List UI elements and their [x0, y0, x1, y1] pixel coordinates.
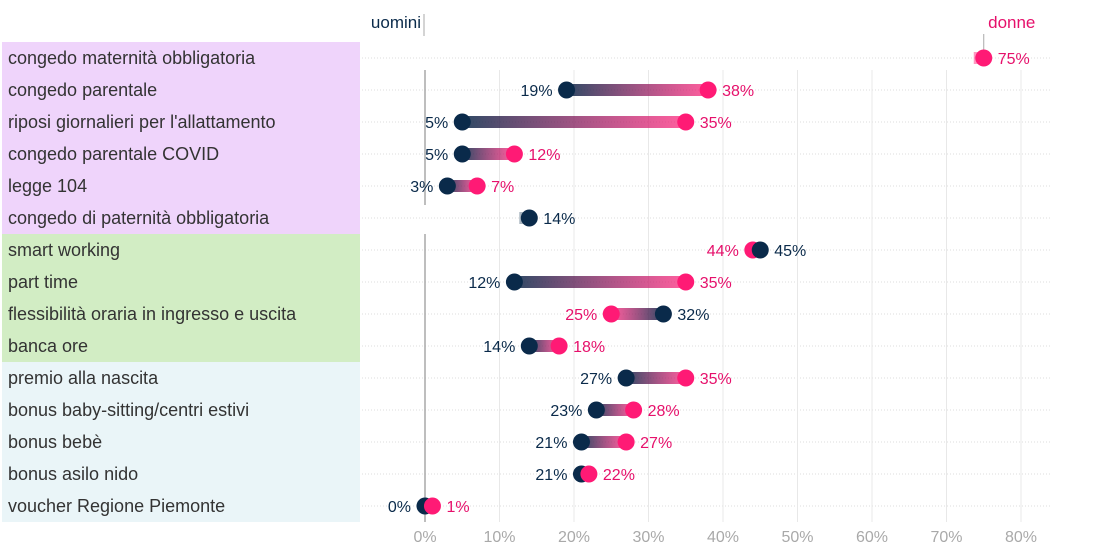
- legend-men-label: uomini: [371, 13, 421, 32]
- connector-bar: [462, 116, 686, 128]
- men-point: [654, 305, 672, 323]
- men-point: [587, 401, 605, 419]
- men-point: [558, 81, 576, 99]
- men-point: [572, 433, 590, 451]
- row-label: congedo parentale COVID: [8, 144, 219, 164]
- men-value-label: 3%: [410, 179, 433, 196]
- row-label: legge 104: [8, 176, 87, 196]
- x-tick-label: 10%: [483, 529, 515, 546]
- men-value-label: 5%: [425, 147, 448, 164]
- row-label: flessibilità oraria in ingresso e uscita: [8, 304, 297, 324]
- men-value-label: 23%: [550, 403, 582, 420]
- row-label: banca ore: [8, 336, 88, 356]
- women-point: [699, 81, 717, 99]
- connector-bar: [596, 404, 634, 416]
- men-point: [453, 113, 471, 131]
- women-value-label: 35%: [700, 371, 732, 388]
- women-value-label: 27%: [640, 435, 672, 452]
- row-label: congedo parentale: [8, 80, 157, 100]
- x-tick-label: 40%: [707, 529, 739, 546]
- row-label: riposi giornalieri per l'allattamento: [8, 112, 276, 132]
- group-band-flexibility: [2, 234, 360, 362]
- men-value-label: 27%: [580, 371, 612, 388]
- x-tick-label: 60%: [856, 529, 888, 546]
- women-value-label: 35%: [700, 115, 732, 132]
- row-labels: congedo maternità obbligatoria congedo pa…: [8, 48, 297, 516]
- women-point: [617, 433, 635, 451]
- men-value-label: 14%: [543, 211, 575, 228]
- women-point: [505, 145, 523, 163]
- women-point: [423, 497, 441, 515]
- group-band-bonus: [2, 362, 360, 522]
- connector-bar: [566, 84, 709, 96]
- x-tick-label: 0%: [413, 529, 436, 546]
- men-value-label: 12%: [468, 275, 500, 292]
- women-point: [550, 337, 568, 355]
- women-value-label: 44%: [707, 243, 739, 260]
- women-value-label: 28%: [648, 403, 680, 420]
- x-tick-label: 30%: [632, 529, 664, 546]
- men-point: [438, 177, 456, 195]
- group-backgrounds: [2, 42, 360, 522]
- men-value-label: 5%: [425, 115, 448, 132]
- row-label: bonus baby-sitting/centri estivi: [8, 400, 249, 420]
- x-tick-label: 80%: [1005, 529, 1037, 546]
- men-value-label: 21%: [535, 435, 567, 452]
- women-point: [677, 113, 695, 131]
- women-point: [677, 273, 695, 291]
- men-point: [520, 337, 538, 355]
- x-tick-label: 70%: [930, 529, 962, 546]
- men-point: [751, 241, 769, 259]
- women-value-label: 38%: [722, 83, 754, 100]
- connector-bar: [462, 148, 515, 160]
- women-point: [602, 305, 620, 323]
- men-point: [520, 209, 538, 227]
- women-point: [677, 369, 695, 387]
- connector-bar: [626, 372, 686, 384]
- women-value-label: 12%: [528, 147, 560, 164]
- row-label: smart working: [8, 240, 120, 260]
- women-value-label: 7%: [491, 179, 514, 196]
- row-label: part time: [8, 272, 78, 292]
- connector-bar: [514, 276, 686, 288]
- row-label: congedo di paternità obbligatoria: [8, 208, 270, 228]
- row-label: congedo maternità obbligatoria: [8, 48, 256, 68]
- men-value-label: 45%: [774, 243, 806, 260]
- women-value-label: 22%: [603, 467, 635, 484]
- women-value-label: 35%: [700, 275, 732, 292]
- men-point: [453, 145, 471, 163]
- row-label: voucher Regione Piemonte: [8, 496, 225, 516]
- women-point: [580, 465, 598, 483]
- x-axis-ticks: 0% 10% 20% 30% 40% 50% 60% 70% 80%: [413, 529, 1037, 546]
- men-point: [617, 369, 635, 387]
- women-value-label: 25%: [565, 307, 597, 324]
- row-label: bonus asilo nido: [8, 464, 138, 484]
- connector-bar: [611, 308, 664, 320]
- women-point: [468, 177, 486, 195]
- women-value-label: 75%: [998, 51, 1030, 68]
- row-label: bonus bebè: [8, 432, 102, 452]
- men-point: [505, 273, 523, 291]
- women-point: [625, 401, 643, 419]
- women-value-label: 18%: [573, 339, 605, 356]
- group-band-maternity: [2, 42, 360, 234]
- connector-bar: [581, 436, 627, 448]
- legend-headers: uomini donne: [371, 13, 1035, 50]
- women-point: [975, 49, 993, 67]
- men-value-label: 32%: [677, 307, 709, 324]
- women-value-label: 1%: [446, 499, 469, 516]
- legend-women-label: donne: [988, 13, 1035, 32]
- dumbbell-marks: 75% 19% 38% 5% 35% 5% 12% 3% 7% 14% 45% 44% 12% 35% 32…: [388, 49, 1030, 516]
- men-value-label: 21%: [535, 467, 567, 484]
- men-value-label: 0%: [388, 499, 411, 516]
- x-tick-label: 20%: [558, 529, 590, 546]
- x-tick-label: 50%: [781, 529, 813, 546]
- men-value-label: 14%: [483, 339, 515, 356]
- row-label: premio alla nascita: [8, 368, 159, 388]
- men-value-label: 19%: [521, 83, 553, 100]
